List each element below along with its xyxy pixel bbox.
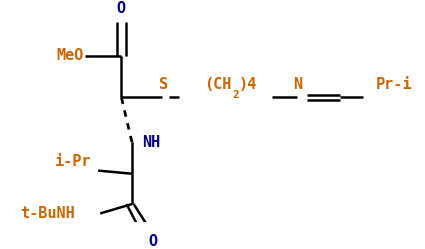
Text: 2: 2 xyxy=(233,90,240,100)
Text: N: N xyxy=(293,77,302,92)
Text: O: O xyxy=(149,234,158,249)
Text: MeO: MeO xyxy=(56,48,83,63)
Text: Pr-i: Pr-i xyxy=(376,77,412,92)
Text: t-BuNH: t-BuNH xyxy=(20,206,75,221)
Text: S: S xyxy=(159,77,168,92)
Text: )4: )4 xyxy=(239,77,258,92)
Text: NH: NH xyxy=(143,135,161,150)
Text: O: O xyxy=(117,1,126,16)
Text: (CH: (CH xyxy=(204,77,231,92)
Text: i-Pr: i-Pr xyxy=(55,154,92,169)
